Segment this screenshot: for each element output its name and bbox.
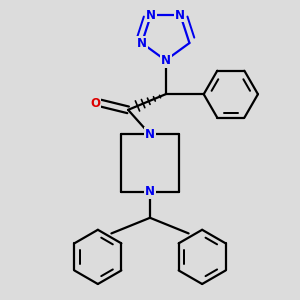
- Text: O: O: [90, 97, 100, 110]
- Text: N: N: [137, 37, 147, 50]
- Text: N: N: [146, 8, 156, 22]
- Text: N: N: [176, 8, 185, 22]
- Text: N: N: [160, 54, 171, 67]
- Text: N: N: [145, 128, 155, 141]
- Text: N: N: [145, 185, 155, 198]
